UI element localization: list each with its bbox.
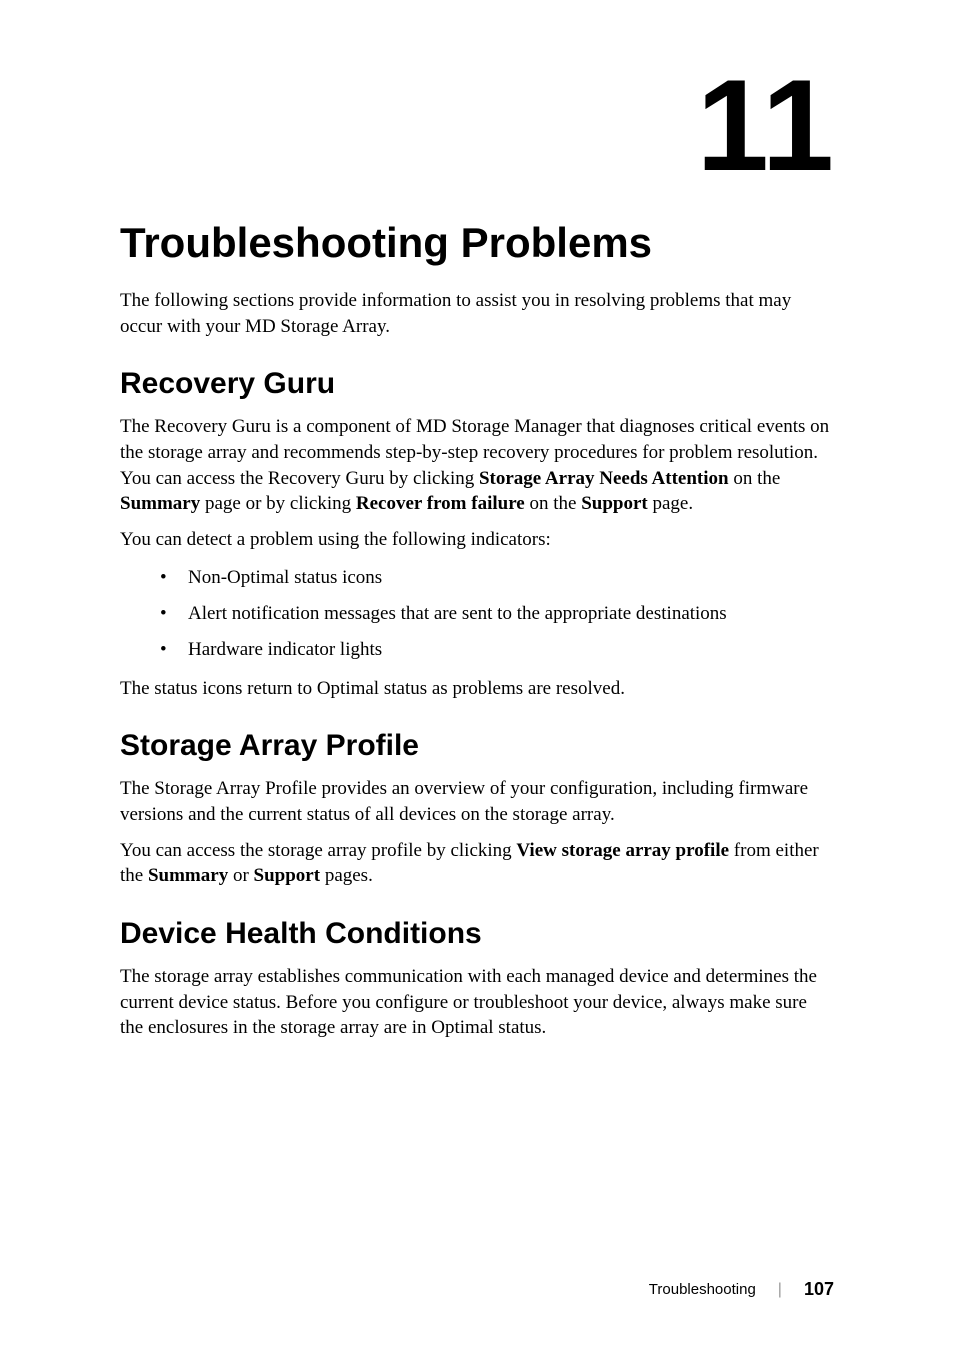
page-footer: Troubleshooting | 107 — [649, 1279, 834, 1300]
body-text: You can access the storage array profile… — [120, 840, 516, 861]
bold-text: Recover from failure — [356, 493, 525, 514]
body-text: or — [228, 865, 253, 886]
bullet-item: Non-Optimal status icons — [160, 563, 834, 593]
bold-text: Summary — [148, 865, 228, 886]
bold-text: Summary — [120, 493, 200, 514]
body-text: pages. — [320, 865, 373, 886]
body-text: You can detect a problem using the follo… — [120, 529, 551, 550]
bullet-list: Non-Optimal status icons Alert notificati… — [160, 563, 834, 666]
bold-text: View storage array profile — [516, 840, 729, 861]
section-heading: Storage Array Profile — [120, 729, 834, 762]
chapter-intro: The following sections provide informati… — [120, 288, 834, 339]
body-text: on the — [525, 493, 581, 514]
body-paragraph: You can detect a problem using the follo… — [120, 527, 834, 553]
bold-text: Storage Array Needs Attention — [479, 468, 729, 489]
body-paragraph: The status icons return to Optimal statu… — [120, 676, 834, 702]
body-paragraph: The Storage Array Profile provides an ov… — [120, 776, 834, 827]
bullet-item: Hardware indicator lights — [160, 635, 834, 665]
chapter-title: Troubleshooting Problems — [120, 220, 834, 266]
bullet-item: Alert notification messages that are sen… — [160, 599, 834, 629]
body-paragraph: The Recovery Guru is a component of MD S… — [120, 414, 834, 517]
footer-page-number: 107 — [804, 1279, 834, 1300]
bold-text: Support — [254, 865, 321, 886]
body-text: The storage array establishes communicat… — [120, 966, 817, 1038]
body-text: The Storage Array Profile provides an ov… — [120, 778, 808, 825]
footer-label: Troubleshooting — [649, 1281, 756, 1298]
sections-container: Recovery Guru The Recovery Guru is a comp… — [120, 367, 834, 1041]
body-paragraph: You can access the storage array profile… — [120, 838, 834, 889]
footer-divider: | — [778, 1281, 782, 1299]
body-text: page. — [648, 493, 693, 514]
body-text: on the — [729, 468, 781, 489]
body-text: The status icons return to Optimal statu… — [120, 678, 625, 699]
body-text: page or by clicking — [200, 493, 356, 514]
section-heading: Device Health Conditions — [120, 917, 834, 950]
bold-text: Support — [581, 493, 648, 514]
section-heading: Recovery Guru — [120, 367, 834, 400]
chapter-number: 11 — [120, 60, 834, 190]
body-paragraph: The storage array establishes communicat… — [120, 964, 834, 1041]
